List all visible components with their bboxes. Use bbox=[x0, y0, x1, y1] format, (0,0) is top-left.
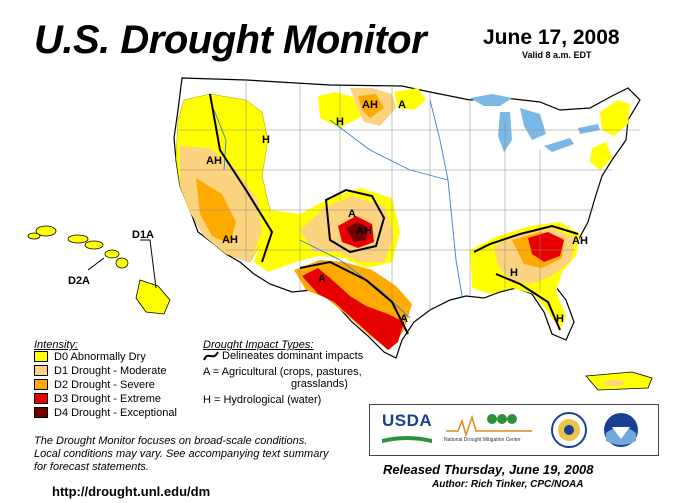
impact-agricultural: A = Agricultural (crops, pastures, bbox=[203, 366, 362, 378]
region-d3-southeast bbox=[528, 232, 564, 262]
impact-label: AH bbox=[356, 225, 372, 237]
impact-boundaries bbox=[209, 93, 579, 335]
legend-item-d1: D1 Drought - Moderate bbox=[34, 364, 167, 377]
hawaii-d1a-pointer bbox=[140, 239, 157, 289]
impact-label: H bbox=[336, 116, 344, 128]
disclaimer-note: The Drought Monitor focuses on broad-sca… bbox=[34, 435, 364, 474]
legend-label: D0 Abnormally Dry bbox=[54, 350, 146, 363]
legend-item-d3: D3 Drought - Extreme bbox=[34, 392, 161, 405]
region-d4-panhandle bbox=[346, 222, 368, 242]
legend-swatch bbox=[34, 379, 48, 390]
hawaii-d1a-label: D1A bbox=[132, 229, 154, 241]
legend-swatch bbox=[34, 365, 48, 376]
commerce-seal-icon bbox=[551, 412, 587, 448]
impact-label: AH bbox=[362, 99, 378, 111]
impact-label: A bbox=[348, 208, 356, 220]
impact-label: AH bbox=[222, 234, 238, 246]
valid-time: Valid 8 a.m. EDT bbox=[522, 50, 592, 60]
legend-label: D4 Drought - Exceptional bbox=[54, 406, 177, 419]
lake-superior bbox=[470, 94, 512, 106]
logo-panel: USDA National Drought Mitigation Center bbox=[369, 404, 659, 456]
legend-item-d4: D4 Drought - Exceptional bbox=[34, 406, 177, 419]
hawaii-d2a-pointer bbox=[87, 257, 105, 271]
region-d2-california bbox=[196, 178, 236, 244]
lake-huron bbox=[520, 108, 546, 140]
hawaii bbox=[27, 225, 171, 315]
impact-agricultural-cont: grasslands) bbox=[291, 378, 348, 390]
delineate-curve-icon bbox=[203, 351, 219, 361]
disclaimer-line: for forecast statements. bbox=[34, 461, 149, 473]
intensity-title: Intensity: bbox=[34, 339, 79, 351]
disclaimer-line: Local conditions may vary. See accompany… bbox=[34, 448, 329, 460]
impact-label: AH bbox=[206, 155, 222, 167]
disclaimer-line: The Drought Monitor focuses on broad-sca… bbox=[34, 435, 308, 447]
legend-label: D2 Drought - Severe bbox=[54, 378, 155, 391]
legend-label: D1 Drought - Moderate bbox=[54, 364, 167, 377]
impact-label: H bbox=[510, 267, 518, 279]
legend-item-d0: D0 Abnormally Dry bbox=[34, 350, 146, 363]
ndmc-logo-icon bbox=[446, 414, 532, 437]
author-credit: Author: Rich Tinker, CPC/NOAA bbox=[432, 479, 584, 490]
region-d3-texas bbox=[302, 268, 404, 350]
impact-label: A bbox=[400, 313, 408, 325]
legend-swatch bbox=[34, 351, 48, 362]
map-title: U.S. Drought Monitor bbox=[34, 18, 427, 62]
lake-ontario bbox=[578, 124, 600, 134]
hawaii-d2a-label: D2A bbox=[68, 275, 90, 287]
impact-label: A bbox=[398, 99, 406, 111]
region-d0-mn bbox=[394, 88, 426, 110]
rivers bbox=[213, 99, 463, 319]
release-date: Released Thursday, June 19, 2008 bbox=[383, 462, 594, 477]
legend-swatch bbox=[34, 393, 48, 404]
impact-delineates: Delineates dominant impacts bbox=[222, 350, 364, 362]
usda-swoosh-icon bbox=[382, 436, 432, 443]
puerto-rico-d1 bbox=[604, 380, 624, 386]
impact-label: A bbox=[318, 273, 326, 285]
impact-hydrological: H = Hydrological (water) bbox=[203, 394, 322, 406]
legend-label: D3 Drought - Extreme bbox=[54, 392, 161, 405]
usda-logo: USDA bbox=[382, 411, 433, 430]
map-date: June 17, 2008 bbox=[483, 26, 620, 49]
region-d0-midatlantic bbox=[590, 142, 612, 170]
impact-types-title: Drought Impact Types: bbox=[203, 339, 314, 351]
impact-label: AH bbox=[572, 235, 588, 247]
ndmc-logo-text: National Drought Mitigation Center bbox=[444, 437, 521, 443]
impact-label: H bbox=[556, 313, 564, 325]
region-d2-dakota bbox=[358, 94, 384, 118]
legend-swatch bbox=[34, 407, 48, 418]
region-d0-northeast bbox=[600, 100, 630, 136]
legend-item-d2: D2 Drought - Severe bbox=[34, 378, 155, 391]
website-url[interactable]: http://drought.unl.edu/dm bbox=[52, 484, 211, 499]
noaa-logo-icon bbox=[604, 413, 638, 447]
lake-erie bbox=[544, 138, 574, 152]
impact-label: H bbox=[262, 134, 270, 146]
